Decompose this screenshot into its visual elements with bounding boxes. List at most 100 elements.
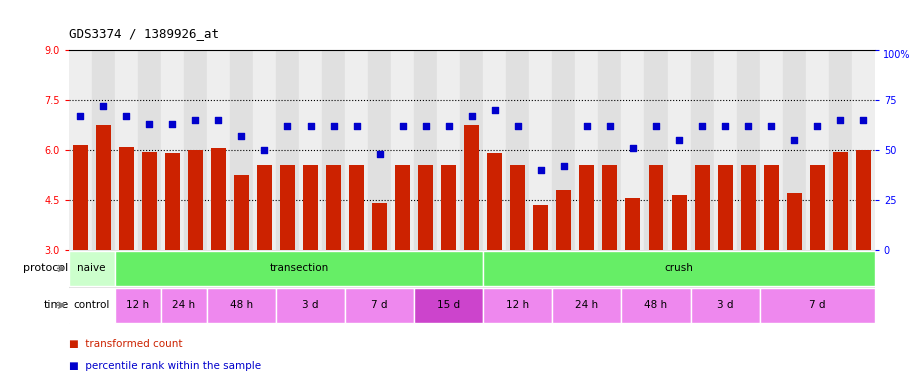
Point bbox=[257, 147, 272, 153]
Bar bbox=[810, 165, 824, 250]
Bar bbox=[829, 50, 852, 250]
Bar bbox=[326, 165, 341, 250]
Bar bbox=[234, 175, 249, 250]
Bar bbox=[487, 153, 502, 250]
Bar bbox=[161, 288, 207, 323]
Point bbox=[626, 145, 640, 151]
Text: 24 h: 24 h bbox=[575, 300, 598, 310]
Bar bbox=[142, 152, 157, 250]
Text: 24 h: 24 h bbox=[172, 300, 195, 310]
Bar bbox=[69, 50, 92, 250]
Bar bbox=[165, 153, 180, 250]
Text: 48 h: 48 h bbox=[230, 300, 253, 310]
Bar bbox=[507, 50, 529, 250]
Text: 7 d: 7 d bbox=[371, 300, 387, 310]
Bar bbox=[580, 165, 594, 250]
Point bbox=[856, 117, 870, 123]
Bar bbox=[717, 165, 733, 250]
Bar bbox=[207, 288, 276, 323]
Point bbox=[649, 123, 663, 129]
Bar bbox=[556, 190, 572, 250]
Text: 3 d: 3 d bbox=[302, 300, 319, 310]
Text: 100%: 100% bbox=[883, 50, 911, 60]
Bar bbox=[782, 50, 806, 250]
Bar bbox=[253, 50, 276, 250]
Bar bbox=[395, 165, 410, 250]
Bar bbox=[372, 203, 387, 250]
Bar bbox=[280, 165, 295, 250]
Point bbox=[671, 137, 686, 143]
Bar bbox=[414, 50, 437, 250]
Bar bbox=[691, 50, 714, 250]
Bar bbox=[529, 50, 552, 250]
Bar bbox=[603, 165, 617, 250]
Bar bbox=[806, 50, 829, 250]
Bar bbox=[736, 50, 759, 250]
Bar bbox=[345, 288, 414, 323]
Bar bbox=[114, 288, 161, 323]
Text: GDS3374 / 1389926_at: GDS3374 / 1389926_at bbox=[69, 27, 219, 40]
Bar bbox=[442, 165, 456, 250]
Text: protocol: protocol bbox=[24, 263, 69, 273]
Point bbox=[142, 121, 157, 127]
Bar bbox=[484, 251, 875, 286]
Bar bbox=[391, 50, 414, 250]
Bar bbox=[621, 288, 691, 323]
Bar bbox=[759, 50, 782, 250]
Text: 3 d: 3 d bbox=[717, 300, 734, 310]
Bar bbox=[787, 193, 802, 250]
Point bbox=[464, 113, 479, 119]
Point bbox=[96, 103, 111, 109]
Bar bbox=[345, 50, 368, 250]
Point bbox=[280, 123, 295, 129]
Point bbox=[741, 123, 756, 129]
Bar bbox=[114, 50, 137, 250]
Point bbox=[718, 123, 733, 129]
Text: ■  transformed count: ■ transformed count bbox=[69, 339, 182, 349]
Bar bbox=[299, 50, 322, 250]
Bar bbox=[691, 288, 759, 323]
Text: 12 h: 12 h bbox=[126, 300, 149, 310]
Bar bbox=[437, 50, 460, 250]
Bar bbox=[856, 150, 871, 250]
Bar bbox=[649, 165, 663, 250]
Bar bbox=[460, 50, 484, 250]
Bar bbox=[69, 251, 114, 286]
Text: time: time bbox=[43, 300, 69, 310]
Bar bbox=[671, 195, 686, 250]
Bar bbox=[645, 50, 668, 250]
Point bbox=[533, 167, 548, 173]
Point bbox=[165, 121, 180, 127]
Bar bbox=[741, 165, 756, 250]
Bar bbox=[764, 165, 779, 250]
Point bbox=[694, 123, 709, 129]
Text: ■  percentile rank within the sample: ■ percentile rank within the sample bbox=[69, 361, 261, 371]
Bar bbox=[137, 50, 161, 250]
Point bbox=[73, 113, 88, 119]
Bar bbox=[598, 50, 621, 250]
Bar bbox=[230, 50, 253, 250]
Bar bbox=[211, 148, 226, 250]
Bar bbox=[714, 50, 736, 250]
Bar bbox=[368, 50, 391, 250]
Bar bbox=[349, 165, 364, 250]
Bar bbox=[552, 50, 575, 250]
Bar bbox=[668, 50, 691, 250]
Bar bbox=[759, 288, 875, 323]
Point bbox=[188, 117, 202, 123]
Bar bbox=[184, 50, 207, 250]
Point bbox=[119, 113, 134, 119]
Text: crush: crush bbox=[665, 263, 693, 273]
Point bbox=[349, 123, 364, 129]
Bar bbox=[72, 145, 88, 250]
Bar bbox=[114, 251, 484, 286]
Bar bbox=[322, 50, 345, 250]
Bar bbox=[621, 50, 645, 250]
Point bbox=[764, 123, 779, 129]
Bar bbox=[575, 50, 598, 250]
Bar bbox=[92, 50, 114, 250]
Text: control: control bbox=[73, 300, 110, 310]
Point bbox=[372, 151, 387, 157]
Bar bbox=[276, 50, 299, 250]
Text: 12 h: 12 h bbox=[507, 300, 529, 310]
